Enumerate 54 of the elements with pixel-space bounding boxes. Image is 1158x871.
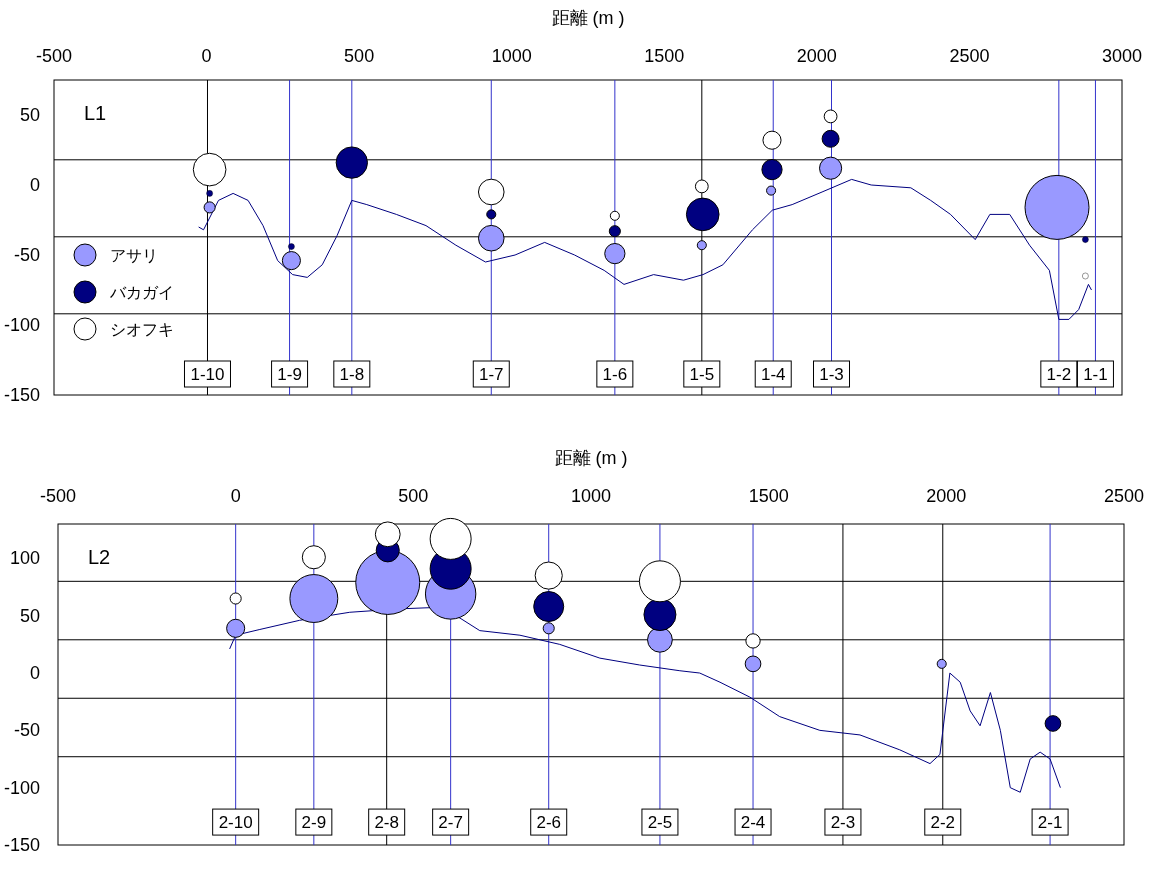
annotation: 1-9 — [277, 365, 302, 384]
y-tick-label: 50 — [19, 105, 40, 125]
annotation: 2-7 — [438, 813, 463, 833]
annotation: 1-4 — [760, 365, 786, 384]
x-tick-label: 1000 — [570, 486, 612, 506]
annotation: 2-9 — [301, 813, 327, 833]
annotation: 2-2 — [930, 813, 956, 833]
annotation: 1-7 — [478, 365, 504, 384]
x-tick-label: 2000 — [796, 46, 837, 66]
x-tick-label: 500 — [398, 486, 429, 506]
x-tick-label: 1500 — [748, 486, 789, 506]
y-tick-label: 0 — [29, 663, 40, 684]
annotation: 2-8 — [374, 813, 399, 833]
annotation: 2-3 — [830, 813, 856, 833]
y-tick-label: 100 — [9, 548, 40, 569]
line-series — [198, 178, 1092, 320]
x-tick-label: 1000 — [491, 46, 532, 66]
x-tick-label: 2500 — [1103, 486, 1145, 506]
y-tick-label: 50 — [19, 605, 40, 626]
annotation: 1-1 — [1083, 365, 1108, 384]
annotation: 2-5 — [647, 813, 673, 833]
y-tick-label: 0 — [29, 175, 40, 195]
x-tick-label: 2500 — [949, 46, 990, 66]
annotation: 1-6 — [602, 365, 628, 384]
x-axis-title: 距離 (m ) — [551, 8, 625, 28]
annotation: 1-5 — [689, 365, 715, 384]
annotation: 2-10 — [218, 813, 253, 833]
annotation: 2-4 — [740, 813, 766, 833]
annotation: 1-2 — [1046, 365, 1072, 384]
y-tick-label: -100 — [3, 315, 40, 335]
legend-label: アサリ — [110, 247, 158, 264]
annotation: 1-3 — [819, 365, 844, 384]
y-tick-label: -50 — [13, 720, 40, 741]
annotation: 1-10 — [190, 365, 225, 384]
y-tick-label: -50 — [13, 245, 40, 265]
x-tick-label: 0 — [201, 46, 212, 66]
x-tick-label: -500 — [39, 486, 77, 506]
legend-label: バカガイ — [109, 284, 174, 301]
annotation: 1-8 — [339, 365, 365, 384]
legend-label: シオフキ — [110, 321, 174, 338]
x-axis-title: 距離 (m ) — [554, 448, 628, 468]
x-tick-label: 3000 — [1101, 46, 1143, 66]
x-tick-label: 500 — [344, 46, 375, 66]
x-tick-label: 2000 — [926, 486, 967, 506]
annotation: L2 — [88, 546, 111, 568]
x-tick-label: 0 — [230, 486, 241, 506]
y-tick-label: -150 — [3, 385, 40, 405]
y-tick-label: -150 — [3, 835, 40, 855]
x-tick-label: 1500 — [644, 46, 685, 66]
annotation: 2-1 — [1037, 813, 1063, 833]
y-tick-label: -100 — [3, 777, 40, 798]
annotation: L1 — [84, 102, 107, 124]
x-tick-label: -500 — [35, 46, 73, 66]
annotation: 2-6 — [536, 813, 561, 833]
